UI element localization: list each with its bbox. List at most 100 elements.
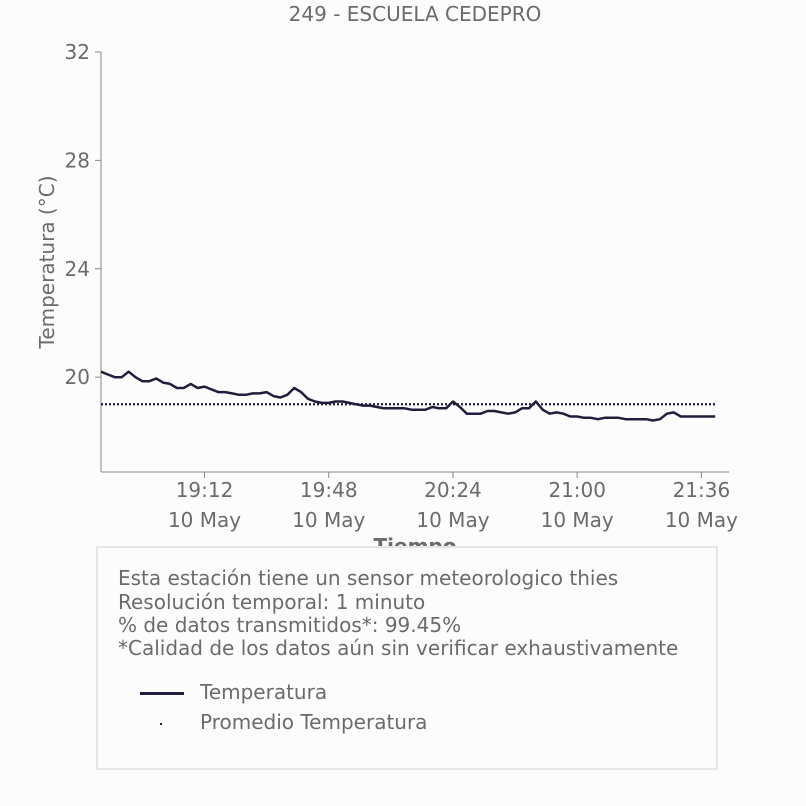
temperature-point: [342, 401, 343, 402]
temperature-point: [542, 409, 543, 410]
temperature-point: [680, 416, 681, 417]
x-tick-time-label: 19:48: [300, 478, 358, 502]
temperature-point: [156, 378, 157, 379]
x-tick-date-label: 10 May: [168, 508, 241, 532]
temperature-point: [487, 411, 488, 412]
temperature-point: [584, 417, 585, 418]
temperature-point: [287, 394, 288, 395]
temperature-point: [218, 392, 219, 393]
x-tick-time-label: 21:36: [673, 478, 731, 502]
info-resolution-text: Resolución temporal: 1 minuto: [118, 590, 426, 614]
series-layer: [100, 370, 716, 422]
temperature-point: [715, 416, 716, 417]
temperature-point: [591, 417, 592, 418]
temperature-point: [411, 409, 412, 410]
y-tick-label: 28: [65, 148, 90, 172]
temperature-point: [377, 407, 378, 408]
temperature-point: [294, 388, 295, 389]
temperature-point: [301, 392, 302, 393]
x-tick-time-label: 20:24: [424, 478, 482, 502]
temperature-point: [114, 377, 115, 378]
x-tick-time-label: 19:12: [176, 478, 234, 502]
temperature-point: [383, 408, 384, 409]
temperature-point: [170, 383, 171, 384]
temperature-point: [197, 388, 198, 389]
temperature-point: [494, 411, 495, 412]
legend-solid-line-icon: [140, 692, 184, 695]
temperature-point: [225, 392, 226, 393]
temperature-point: [280, 397, 281, 398]
temperature-series-line: [100, 370, 716, 422]
temperature-point: [611, 417, 612, 418]
temperature-point: [418, 409, 419, 410]
temperature-point: [480, 413, 481, 414]
temperature-point: [639, 419, 640, 420]
temperature-point: [252, 393, 253, 394]
legend-dotted-marker-icon: [160, 723, 162, 725]
y-ticks: 20 24 28 32: [65, 40, 101, 389]
temperature-point: [239, 394, 240, 395]
temperature-point: [604, 417, 605, 418]
temperature-point: [404, 408, 405, 409]
temperature-point: [597, 419, 598, 420]
legend-label: Promedio Temperatura: [200, 710, 428, 734]
temperature-point: [632, 419, 633, 420]
temperature-point: [308, 398, 309, 399]
temperature-point: [625, 419, 626, 420]
temperature-point: [101, 371, 102, 372]
temperature-point: [528, 408, 529, 409]
temperature-point: [653, 420, 654, 421]
temperature-point: [176, 388, 177, 389]
temperature-point: [190, 383, 191, 384]
temperature-point: [432, 407, 433, 408]
temperature-point: [673, 412, 674, 413]
temperature-point: [259, 393, 260, 394]
temperature-point: [508, 413, 509, 414]
temperature-point: [121, 377, 122, 378]
temperature-point: [232, 393, 233, 394]
x-tick-date-label: 10 May: [292, 508, 365, 532]
temperature-point: [204, 386, 205, 387]
temperature-point: [107, 374, 108, 375]
chart-title: 249 - ESCUELA CEDEPRO: [289, 2, 542, 26]
temperature-point: [549, 413, 550, 414]
temperature-point: [646, 419, 647, 420]
temperature-point: [618, 417, 619, 418]
y-tick-label: 32: [65, 40, 90, 64]
temperature-point: [515, 412, 516, 413]
temperature-point: [356, 404, 357, 405]
temperature-point: [501, 412, 502, 413]
x-tick-date-label: 10 May: [541, 508, 614, 532]
temperature-point: [570, 416, 571, 417]
temperature-point: [535, 401, 536, 402]
x-tick-time-label: 21:00: [548, 478, 606, 502]
temperature-point: [666, 413, 667, 414]
temperature-point: [556, 412, 557, 413]
temperature-point: [211, 389, 212, 390]
temperature-point: [245, 394, 246, 395]
temperature-chart: 249 - ESCUELA CEDEPRO Temperatura (°C) 2…: [35, 2, 738, 558]
temperature-point: [577, 416, 578, 417]
x-tick-date-label: 10 May: [665, 508, 738, 532]
info-transmitted-text: % de datos transmitidos*: 99.45%: [118, 613, 462, 637]
temperature-point: [473, 413, 474, 414]
temperature-point: [708, 416, 709, 417]
info-sensor-text: Esta estación tiene un sensor meteorolog…: [118, 566, 619, 590]
temperature-point: [390, 408, 391, 409]
temperature-point: [273, 396, 274, 397]
temperature-point: [397, 408, 398, 409]
temperature-point: [459, 407, 460, 408]
temperature-point: [425, 409, 426, 410]
temperature-point: [314, 401, 315, 402]
temperature-point: [335, 401, 336, 402]
temperature-point: [135, 377, 136, 378]
temperature-point: [142, 381, 143, 382]
temperature-point: [660, 419, 661, 420]
temperature-point: [183, 388, 184, 389]
info-box: Esta estación tiene un sensor meteorolog…: [96, 546, 718, 770]
x-ticks: 19:12 10 May 19:48 10 May 20:24 10 May 21:00 10…: [168, 472, 738, 532]
temperature-point: [694, 416, 695, 417]
temperature-point: [266, 392, 267, 393]
y-axis-label: Temperatura (°C): [35, 175, 59, 349]
